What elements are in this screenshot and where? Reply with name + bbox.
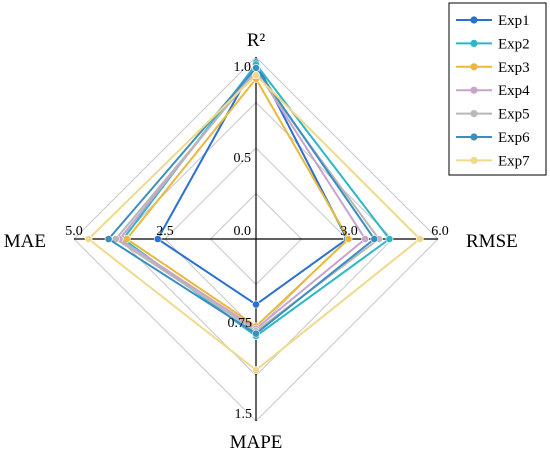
data-point (385, 235, 394, 243)
axis-title: R² (247, 30, 266, 51)
axis-titles: R² RMSE MAPE MAE (4, 30, 518, 453)
axis-title: MAPE (230, 432, 283, 453)
data-point (370, 235, 379, 243)
legend-item: Exp7 (456, 153, 530, 169)
tick-label: 5.0 (65, 224, 83, 239)
tick-labels: 0.0 0.5 1.0 3.0 6.0 0.75 1.5 2.5 5.0 (65, 60, 449, 422)
tick-label: 0.0 (234, 224, 252, 239)
data-point (153, 235, 162, 243)
tick-label: 2.5 (156, 224, 174, 239)
tick-label: 3.0 (340, 224, 358, 239)
series-exp7 (84, 71, 424, 374)
data-point (252, 64, 260, 72)
series-layer (84, 58, 424, 374)
data-point (104, 235, 113, 243)
legend-label: Exp2 (498, 36, 530, 52)
series-line (118, 68, 367, 330)
legend-item: Exp2 (456, 36, 530, 52)
data-point (415, 235, 424, 243)
tick-label: 0.5 (234, 151, 252, 166)
data-point (252, 366, 260, 374)
legend-label: Exp6 (498, 130, 530, 146)
axis-title: MAE (4, 231, 46, 252)
data-point (344, 235, 353, 243)
legend-label: Exp1 (498, 13, 530, 29)
legend: Exp1 Exp2 Exp3 Exp4 Exp5 Exp6 Exp7 (448, 2, 547, 176)
legend-label: Exp4 (498, 83, 530, 99)
legend-swatch-marker (470, 156, 478, 164)
data-point (252, 300, 260, 309)
tick-label: 0.75 (228, 316, 253, 331)
tick-label: 1.5 (235, 407, 253, 422)
axis-title: RMSE (466, 231, 518, 252)
legend-swatch-marker (470, 86, 478, 94)
legend-item: Exp4 (456, 83, 530, 99)
legend-label: Exp7 (498, 153, 530, 169)
series-exp1 (153, 58, 351, 309)
legend-swatch-marker (470, 16, 478, 24)
legend-swatch-marker (470, 110, 478, 118)
legend-item: Exp1 (456, 13, 530, 29)
legend-swatch-marker (470, 63, 478, 71)
legend-swatch-marker (470, 133, 478, 141)
data-point (361, 235, 370, 243)
legend-label: Exp3 (498, 60, 530, 76)
legend-swatch-marker (470, 39, 478, 48)
tick-label: 6.0 (431, 224, 449, 239)
legend-item: Exp3 (456, 60, 530, 76)
radar-grid (73, 56, 439, 422)
legend-item: Exp5 (456, 107, 530, 123)
legend-label: Exp5 (498, 107, 530, 123)
legend-item: Exp6 (456, 130, 530, 146)
tick-label: 1.0 (234, 60, 252, 75)
data-point (252, 329, 260, 338)
series-exp6 (104, 64, 379, 338)
legend-box (448, 2, 547, 176)
data-point (252, 71, 260, 80)
data-point (84, 235, 93, 243)
